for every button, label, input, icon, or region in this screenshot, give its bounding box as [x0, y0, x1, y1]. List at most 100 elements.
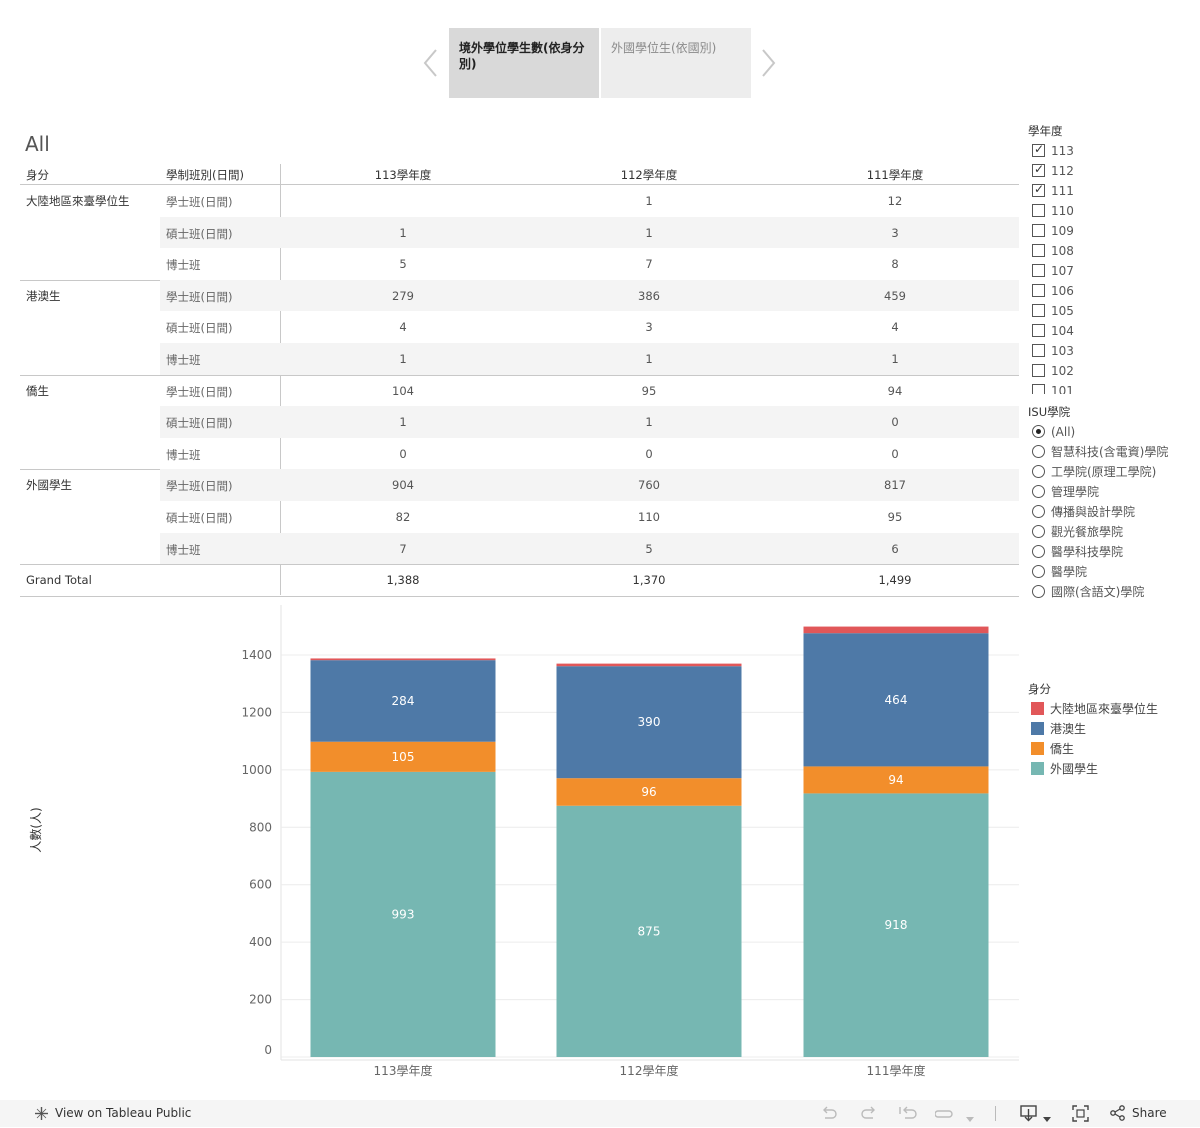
checkbox-icon[interactable] [1032, 284, 1045, 297]
chevron-down-icon[interactable] [965, 1109, 975, 1128]
year-option[interactable]: 109 [1032, 222, 1074, 240]
college-option-label: 國際(含語文)學院 [1051, 585, 1145, 599]
radio-icon[interactable] [1032, 445, 1045, 458]
bar-segment [803, 766, 989, 794]
college-option[interactable]: 傳播與設計學院 [1032, 503, 1135, 521]
bar-segment [310, 658, 496, 661]
fullscreen-icon[interactable] [1072, 1105, 1089, 1126]
table-cell: 104 [392, 383, 414, 398]
year-option[interactable]: 106 [1032, 282, 1074, 300]
college-option[interactable]: 智慧科技(含電資)學院 [1032, 443, 1168, 461]
tab-label: 外國學位生(依國別) [611, 41, 717, 55]
table-cell: 12 [887, 194, 903, 208]
checkbox-icon[interactable] [1032, 204, 1045, 217]
checkbox-icon[interactable] [1032, 244, 1045, 257]
checkbox-icon[interactable] [1032, 304, 1045, 317]
header-program: 學制班別(日間) [166, 168, 244, 182]
program-label: 學士班(日間) [166, 479, 233, 494]
x-tick-label: 113學年度 [374, 1063, 433, 1078]
checkbox-icon[interactable]: ✓ [1032, 162, 1045, 177]
college-option[interactable]: 醫學科技學院 [1032, 543, 1123, 561]
checkbox-icon[interactable] [1032, 364, 1045, 377]
college-option[interactable]: 管理學院 [1032, 483, 1099, 501]
college-option-label: 觀光餐旅學院 [1051, 525, 1124, 539]
year-option[interactable]: ✓ 112 [1032, 162, 1074, 180]
radio-icon[interactable] [1032, 525, 1045, 538]
y-tick-label: 0 [264, 1043, 272, 1057]
tab-overseas-students-by-identity[interactable]: 境外學位學生數(依身分別) [449, 28, 599, 98]
checkbox-icon[interactable] [1032, 264, 1045, 277]
college-option[interactable]: 國際(含語文)學院 [1032, 583, 1144, 601]
y-tick-label: 1400 [241, 648, 272, 662]
radio-icon[interactable] [1032, 465, 1045, 478]
header-identity: 身分 [26, 168, 49, 182]
download-menu-chevron-icon[interactable] [1042, 1109, 1052, 1128]
table-cell: 760 [638, 478, 660, 493]
program-label: 博士班 [166, 258, 201, 273]
year-option[interactable]: ✓ 113 [1032, 142, 1074, 160]
year-option[interactable]: 110 [1032, 202, 1074, 220]
y-tick-label: 1000 [241, 763, 272, 777]
y-tick-label: 1200 [241, 705, 272, 719]
radio-icon[interactable] [1032, 565, 1045, 578]
checkbox-icon[interactable] [1032, 224, 1045, 237]
year-option-label: 112 [1051, 164, 1074, 178]
share-icon[interactable] [1110, 1105, 1126, 1125]
legend-item: 僑生 [1031, 741, 1074, 757]
legend-item: 外國學生 [1031, 761, 1098, 777]
bar-data-label: 390 [638, 715, 661, 729]
view-on-tableau-link[interactable]: View on Tableau Public [55, 1106, 192, 1120]
table-cell: 1 [891, 352, 899, 366]
year-option-label: 110 [1051, 204, 1074, 218]
legend-swatch [1031, 742, 1044, 755]
table-cell: 279 [392, 288, 414, 303]
college-option[interactable]: 工學院(原理工學院) [1032, 463, 1156, 481]
year-option[interactable]: 103 [1032, 342, 1074, 360]
bar-segment [556, 805, 742, 1057]
table-cell: 82 [395, 510, 411, 524]
undo-icon[interactable] [820, 1105, 838, 1125]
next-arrow-icon[interactable] [759, 48, 779, 78]
checkbox-icon[interactable] [1032, 324, 1045, 337]
tab-foreign-students-by-country[interactable]: 外國學位生(依國別) [601, 28, 751, 98]
college-option[interactable]: 醫學院 [1032, 563, 1087, 581]
year-option-label: 109 [1051, 224, 1074, 238]
radio-icon[interactable] [1032, 485, 1045, 498]
year-option[interactable]: 101 [1032, 382, 1074, 394]
tableau-logo-icon [34, 1106, 49, 1121]
redo-icon[interactable] [860, 1105, 878, 1125]
refresh-icon[interactable] [934, 1105, 955, 1125]
checkbox-icon[interactable]: ✓ [1032, 142, 1045, 157]
program-label: 博士班 [166, 353, 201, 367]
bar-data-label: 993 [392, 907, 415, 921]
table-cell: 459 [884, 288, 906, 303]
x-tick-label: 112學年度 [620, 1063, 679, 1078]
bar-segment [310, 660, 496, 742]
checkbox-icon[interactable] [1032, 384, 1045, 394]
year-option[interactable]: 107 [1032, 262, 1074, 280]
checkbox-icon[interactable] [1032, 344, 1045, 357]
radio-icon[interactable] [1032, 425, 1045, 438]
radio-icon[interactable] [1032, 545, 1045, 558]
table-cell: 5 [399, 257, 407, 272]
year-option[interactable]: 108 [1032, 242, 1074, 260]
year-option[interactable]: 102 [1032, 362, 1074, 380]
share-button[interactable]: Share [1132, 1106, 1167, 1120]
year-option[interactable]: 104 [1032, 322, 1074, 340]
checkbox-icon[interactable]: ✓ [1032, 182, 1045, 197]
year-option[interactable]: ✓ 111 [1032, 182, 1074, 200]
table-cell: 7 [399, 541, 407, 556]
year-option[interactable]: 105 [1032, 302, 1074, 320]
y-tick-label: 200 [249, 993, 272, 1007]
grand-total-cell: 1,370 [632, 573, 666, 588]
radio-icon[interactable] [1032, 505, 1045, 518]
radio-icon[interactable] [1032, 585, 1045, 598]
previous-arrow-icon[interactable] [422, 48, 442, 78]
bar-data-label: 105 [392, 750, 415, 764]
radio-dot-icon [1036, 429, 1041, 434]
college-option[interactable]: 觀光餐旅學院 [1032, 523, 1123, 541]
header-year: 111學年度 [866, 168, 924, 182]
college-option[interactable]: (All) [1032, 423, 1075, 441]
download-icon[interactable] [1020, 1105, 1040, 1126]
revert-icon[interactable] [898, 1105, 918, 1125]
